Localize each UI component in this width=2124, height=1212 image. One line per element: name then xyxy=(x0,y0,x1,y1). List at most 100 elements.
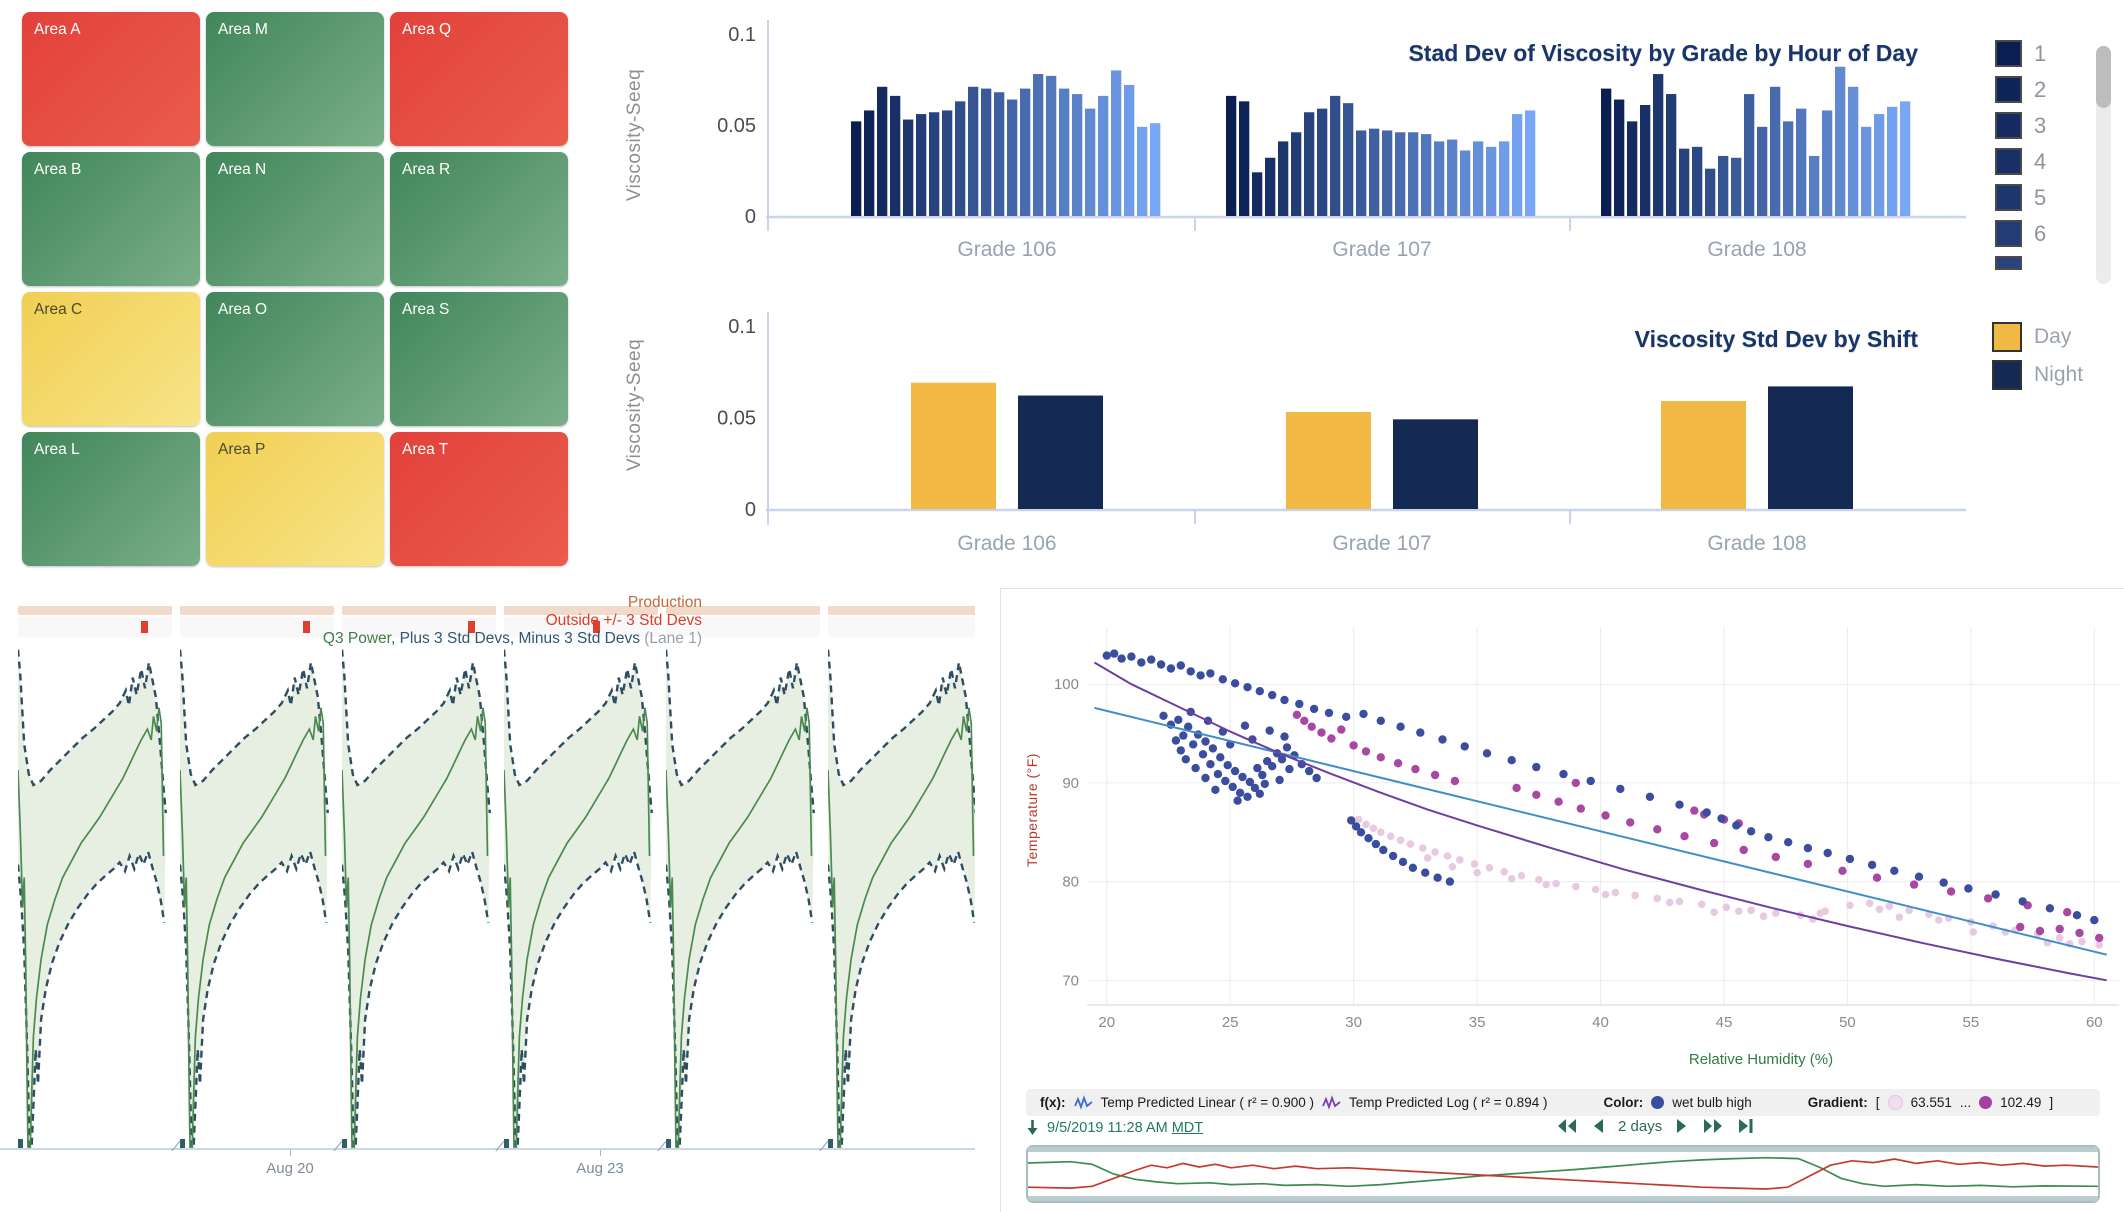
area-tile[interactable]: Area Q xyxy=(390,12,568,146)
area-tile[interactable]: Area A xyxy=(22,12,200,146)
hour-legend-item[interactable]: 3 xyxy=(1995,112,2087,139)
timezone-link[interactable]: MDT xyxy=(1171,1119,1204,1136)
step-size-label[interactable]: 2 days xyxy=(1618,1117,1663,1135)
legend-production[interactable]: Production xyxy=(627,594,702,611)
q3-power-label: Q3 Power xyxy=(322,630,391,647)
color-series-label[interactable]: wet bulb high xyxy=(1672,1095,1752,1110)
power-trend-lines xyxy=(16,649,167,1201)
legend-scrollbar[interactable] xyxy=(2096,46,2111,284)
area-tile[interactable]: Area B xyxy=(22,152,200,286)
legend-q3-power[interactable]: Q3 Power, Plus 3 Std Devs, Minus 3 Std D… xyxy=(240,630,702,648)
area-tile-label: Area S xyxy=(402,301,450,318)
capsule-segment[interactable] xyxy=(178,606,334,1201)
segment-start-mark xyxy=(504,1139,509,1148)
trend-line-temp-predicted-log xyxy=(1093,661,2107,982)
step-back-button[interactable] xyxy=(1591,1117,1605,1135)
svg-text:55: 55 xyxy=(1963,1014,1980,1031)
axis-break-mark: ∕∕ xyxy=(175,1138,177,1154)
outside-std-dev-marker[interactable] xyxy=(593,621,601,633)
outside-std-dev-marker[interactable] xyxy=(303,621,311,633)
timestamp-group: 9/5/2019 11:28 AM MDT xyxy=(1026,1119,1203,1136)
overview-line-green xyxy=(1028,1156,2098,1188)
legend-outside[interactable]: Outside +/- 3 Std Devs xyxy=(545,612,702,629)
capsule-segment[interactable] xyxy=(826,606,975,1201)
area-tile[interactable]: Area T xyxy=(390,432,568,566)
gradient-close-bracket: ] xyxy=(2049,1095,2054,1110)
linear-fit-icon xyxy=(1073,1095,1093,1110)
fast-forward-button[interactable] xyxy=(1702,1117,1724,1135)
power-trend-lines xyxy=(340,649,491,1201)
overview-range-selector[interactable] xyxy=(1026,1145,2100,1203)
day-bar xyxy=(1286,412,1371,509)
x-axis-tick xyxy=(600,1150,601,1156)
production-capsule-bar[interactable] xyxy=(342,606,496,615)
hour-legend-item[interactable]: 6 xyxy=(1995,220,2087,247)
legend-item-day[interactable]: Day xyxy=(1992,322,2083,352)
outside-std-dev-marker[interactable] xyxy=(141,621,149,633)
area-tile[interactable]: Area R xyxy=(390,152,568,286)
svg-text:25: 25 xyxy=(1222,1014,1239,1031)
night-bar xyxy=(1768,386,1853,509)
skip-to-end-button[interactable] xyxy=(1737,1117,1754,1135)
hour-legend-item[interactable]: 2 xyxy=(1995,76,2087,103)
svg-text:100: 100 xyxy=(1054,676,1079,693)
legend-item-night[interactable]: Night xyxy=(1992,360,2083,390)
production-capsule-bar[interactable] xyxy=(504,606,658,615)
hour-swatch xyxy=(1995,184,2022,211)
hour-legend-item[interactable]: 4 xyxy=(1995,148,2087,175)
outside-capsule-strip xyxy=(828,617,975,637)
range-selector-bottom-handle[interactable] xyxy=(1028,1196,2098,1201)
power-x-axis xyxy=(0,1148,975,1150)
area-tile-label: Area R xyxy=(402,161,451,178)
linear-fit-label[interactable]: Temp Predicted Linear ( r² = 0.900 ) xyxy=(1100,1095,1314,1110)
night-swatch xyxy=(1992,360,2022,390)
area-tile[interactable]: Area O xyxy=(206,292,384,426)
svg-text:70: 70 xyxy=(1062,972,1079,989)
axis-break-mark: ∕∕ xyxy=(661,1138,663,1154)
svg-text:45: 45 xyxy=(1716,1014,1733,1031)
hour-legend-label: 1 xyxy=(2034,40,2047,66)
area-tile[interactable]: Area N xyxy=(206,152,384,286)
outside-capsule-strip xyxy=(666,617,820,637)
svg-text:0.05: 0.05 xyxy=(717,408,756,430)
area-status-treemap: Area A Area M Area Q Area B Area N Area R Area… xyxy=(22,12,568,566)
day-bar xyxy=(911,382,996,509)
capsule-segment[interactable] xyxy=(340,606,496,1201)
fx-legend-bar: f(x): Temp Predicted Linear ( r² = 0.900… xyxy=(1026,1089,2100,1116)
area-tile-label: Area T xyxy=(402,441,449,458)
hour-legend-item[interactable]: 1 xyxy=(1995,40,2087,67)
q3-bounds-label: , Plus 3 Std Devs, Minus 3 Std Devs xyxy=(390,630,645,647)
area-tile[interactable]: Area S xyxy=(390,292,568,426)
svg-text:80: 80 xyxy=(1062,874,1079,891)
range-selector-top-handle[interactable] xyxy=(1028,1147,2098,1152)
fx-label: f(x): xyxy=(1040,1095,1066,1110)
hour-legend-label: 4 xyxy=(2034,148,2047,174)
area-tile[interactable]: Area L xyxy=(22,432,200,566)
night-label: Night xyxy=(2034,363,2084,386)
outside-std-dev-marker[interactable] xyxy=(468,621,476,633)
capsule-segment[interactable] xyxy=(16,606,172,1201)
gradient-dots: ... xyxy=(1959,1095,1972,1110)
hour-legend-label: 6 xyxy=(2034,220,2047,246)
area-tile-label: Area O xyxy=(218,301,268,318)
svg-text:35: 35 xyxy=(1469,1014,1486,1031)
capsule-segment[interactable] xyxy=(664,606,820,1201)
area-tile-label: Area L xyxy=(34,441,80,458)
area-tile[interactable]: Area C xyxy=(22,292,200,426)
production-capsule-bar[interactable] xyxy=(180,606,334,615)
area-tile-label: Area N xyxy=(218,161,267,178)
capsule-segment[interactable] xyxy=(502,606,658,1201)
production-capsule-bar[interactable] xyxy=(18,606,172,615)
hour-swatch xyxy=(1995,76,2022,103)
area-tile[interactable]: Area P xyxy=(206,432,384,566)
scrollbar-thumb[interactable] xyxy=(2096,46,2111,108)
production-capsule-bar[interactable] xyxy=(828,606,975,615)
production-capsule-bar[interactable] xyxy=(666,606,820,615)
skip-back-button[interactable] xyxy=(1556,1117,1578,1135)
log-fit-label[interactable]: Temp Predicted Log ( r² = 0.894 ) xyxy=(1348,1095,1548,1110)
overview-line-red xyxy=(1028,1158,2098,1190)
hour-legend-item[interactable]: 5 xyxy=(1995,184,2087,211)
step-forward-button[interactable] xyxy=(1675,1117,1689,1135)
area-tile[interactable]: Area M xyxy=(206,12,384,146)
area-tile-label: Area Q xyxy=(402,21,452,38)
